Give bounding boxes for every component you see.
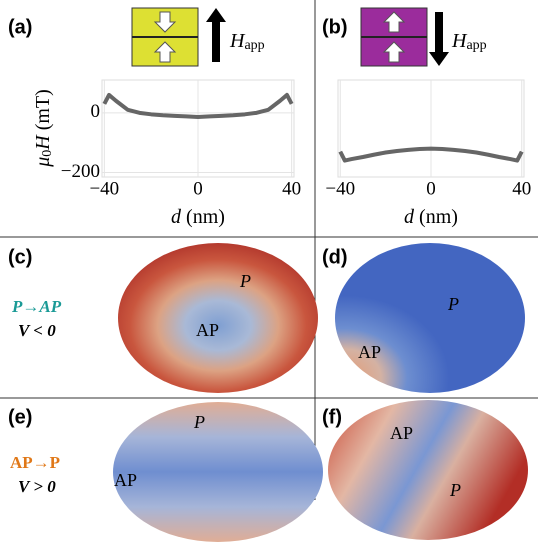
field-symbol: H — [451, 30, 468, 52]
region-label: AP — [196, 320, 219, 340]
panel-label: (f) — [322, 406, 342, 428]
region-label: P — [449, 480, 461, 500]
region-label: AP — [358, 342, 381, 362]
region-label: AP — [390, 423, 413, 443]
field-sub: app — [466, 38, 486, 53]
x-tick-label: −40 — [325, 178, 355, 199]
y-axis-label: μ0H (mT) — [32, 89, 56, 168]
region-label: AP — [114, 470, 137, 490]
x-axis-label: d (nm) — [404, 206, 458, 228]
panel-label: (a) — [8, 16, 32, 38]
ylabel-part: (mT) — [32, 89, 54, 135]
ylabel-part: H — [32, 134, 54, 151]
x-tick-label: 0 — [193, 178, 203, 199]
field-label: Happ — [451, 30, 487, 54]
x-tick-label: 0 — [426, 178, 436, 199]
x-axis-label: d (nm) — [171, 206, 225, 228]
transition-label: AP→P — [10, 453, 60, 472]
bias-label: V < 0 — [18, 321, 56, 340]
field-map — [118, 243, 318, 393]
ylabel-part: 0 — [40, 150, 55, 157]
field-sub: app — [244, 38, 264, 53]
field-symbol: H — [229, 30, 246, 52]
field-map — [335, 243, 525, 393]
y-tick-label: −200 — [61, 161, 100, 182]
data-line — [102, 92, 294, 120]
panel-label: (d) — [322, 246, 348, 268]
inset-b — [360, 7, 449, 67]
bias-label: V > 0 — [18, 477, 56, 496]
panel-label: (c) — [8, 246, 32, 268]
data-line — [338, 146, 524, 163]
xlabel-part: d — [404, 206, 415, 228]
region-label: P — [447, 294, 459, 314]
field-label: Happ — [229, 30, 265, 54]
panel-label: (e) — [8, 406, 32, 428]
x-tick-label: 40 — [282, 178, 301, 199]
y-tick-label: 0 — [91, 101, 101, 122]
panel-label: (b) — [322, 16, 348, 38]
region-label: P — [239, 271, 251, 291]
dividers — [0, 0, 538, 500]
field-map — [113, 402, 323, 542]
transition-label: P→AP — [11, 297, 62, 316]
xlabel-part: d — [171, 206, 182, 228]
xlabel-part: (nm) — [414, 206, 458, 228]
x-tick-label: 40 — [512, 178, 531, 199]
ylabel-part: μ — [32, 157, 54, 168]
xlabel-part: (nm) — [181, 206, 225, 228]
inset-a — [131, 7, 226, 67]
x-tick-label: −40 — [89, 178, 119, 199]
field-map — [328, 400, 528, 540]
region-label: P — [193, 412, 205, 432]
